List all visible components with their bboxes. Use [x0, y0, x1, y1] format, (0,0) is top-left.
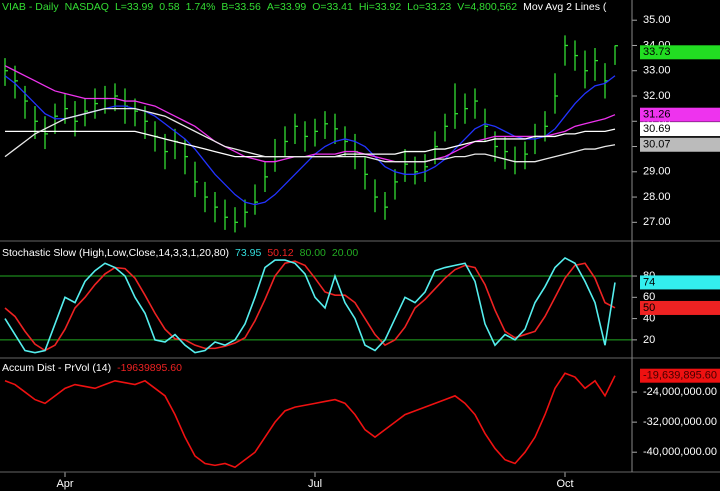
value-marker-label: 50: [643, 302, 655, 314]
value-marker: [640, 137, 720, 152]
value-marker: [640, 107, 720, 122]
y-tick-label: 40: [643, 313, 655, 325]
y-tick-label: 29.00: [643, 166, 671, 178]
value-marker-label: 74: [643, 276, 655, 288]
header-item: 1.74%: [185, 1, 216, 13]
value-marker: [640, 368, 720, 383]
y-tick-label: -24,000,000.00: [643, 386, 717, 398]
header: VIAB - Daily NASDAQ L=33.99 0.58 1.74% B=33.5…: [2, 1, 606, 13]
y-tick-label: 28.00: [643, 191, 671, 203]
x-tick-label: Apr: [56, 478, 73, 490]
y-tick-label: 33.00: [643, 65, 671, 77]
header-item: NASDAQ: [64, 1, 109, 13]
legend-item: -19639895.60: [117, 362, 182, 374]
legend-item: 80.00: [299, 247, 326, 259]
accum-legend: Accum Dist - PrVol (14) -19639895.60: [2, 362, 182, 374]
header-item: 0.58: [159, 1, 180, 13]
header-item: V=4,800,562: [457, 1, 518, 13]
legend-item: 20.00: [331, 247, 359, 259]
y-tick-label: 27.00: [643, 216, 671, 228]
x-tick-label: Jul: [308, 478, 322, 490]
value-marker-label: 30.69: [643, 123, 671, 135]
stochastic-legend: Stochastic Slow (High,Low,Close,14,3,3,1…: [2, 247, 358, 259]
header-item: A=33.99: [266, 1, 307, 13]
value-marker-label: 30.07: [643, 139, 671, 151]
moving-average: [5, 128, 616, 158]
y-tick-label: 60: [643, 291, 655, 303]
price-bars: [4, 35, 618, 233]
legend-item: Accum Dist - PrVol (14): [2, 362, 112, 374]
y-tick-label: -40,000,000.00: [643, 446, 717, 458]
y-tick-label: 32.00: [643, 90, 671, 102]
series-line: [4, 256, 616, 354]
header-item: Lo=33.23: [407, 1, 452, 13]
legend-item: 73.95: [235, 247, 262, 259]
value-marker: [640, 45, 720, 60]
legend-item: Stochastic Slow (High,Low,Close,14,3,3,1…: [2, 247, 230, 259]
header-item: Mov Avg 2 Lines (: [523, 1, 607, 13]
value-marker: [640, 300, 720, 315]
y-tick-label: 35.00: [643, 14, 671, 26]
moving-average: [4, 75, 616, 206]
value-marker: [640, 122, 720, 137]
x-tick-label: Oct: [556, 478, 573, 490]
moving-average: [4, 65, 616, 163]
legend-item: 50.12: [267, 247, 294, 259]
value-marker-label: 33.73: [643, 46, 671, 58]
y-tick-label: -32,000,000.00: [643, 416, 717, 428]
moving-average: [4, 107, 616, 163]
value-marker-label: -19,639,895.60: [643, 370, 717, 382]
value-marker-label: 31.26: [643, 109, 671, 121]
header-item: B=33.56: [221, 1, 261, 13]
header-item: O=33.41: [312, 1, 353, 13]
header-item: L=33.99: [114, 1, 154, 13]
y-tick-label: 20: [643, 334, 655, 346]
value-marker: [640, 275, 720, 290]
header-item: Hi=33.92: [358, 1, 402, 13]
series-line: [4, 372, 616, 469]
header-item: VIAB - Daily: [2, 1, 59, 13]
series-line: [4, 260, 616, 352]
